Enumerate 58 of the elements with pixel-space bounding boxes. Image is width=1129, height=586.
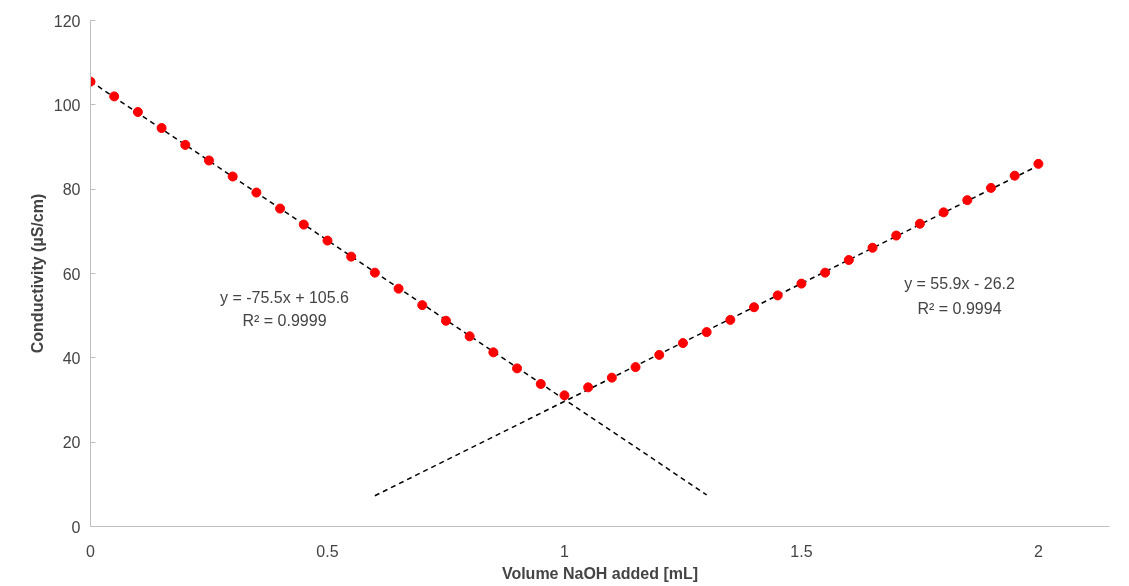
point — [796, 278, 807, 289]
point — [583, 382, 594, 393]
point — [109, 91, 120, 102]
y-tick-label: 100 — [53, 96, 81, 114]
x-tick-label: 1.5 — [790, 542, 813, 560]
point — [393, 283, 404, 294]
point — [275, 203, 286, 214]
point — [559, 390, 570, 401]
annotation: R² = 0.9999 — [242, 312, 327, 329]
point — [440, 315, 451, 326]
point — [1033, 158, 1044, 169]
point — [227, 171, 238, 182]
point — [820, 267, 831, 278]
y-tick-label: 120 — [53, 12, 81, 30]
point — [606, 372, 617, 383]
annotation: R² = 0.9994 — [917, 300, 1002, 317]
point — [203, 155, 214, 166]
x-tick-label: 0.5 — [316, 542, 339, 560]
point — [535, 378, 546, 389]
x-tick-label: 2 — [1033, 542, 1043, 560]
y-axis-title: Conductivity (µS/cm) — [28, 193, 46, 354]
point — [1009, 170, 1020, 181]
point — [322, 235, 333, 246]
point — [369, 267, 380, 278]
point — [156, 123, 167, 134]
x-tick-label: 0 — [86, 542, 96, 560]
point — [749, 302, 760, 313]
x-axis-title: Volume NaOH added [mL] — [501, 564, 699, 582]
point — [962, 195, 973, 206]
annotation: y = -75.5x + 105.6 — [220, 289, 350, 306]
point — [938, 207, 949, 218]
point — [654, 349, 665, 360]
point — [677, 338, 688, 349]
point — [725, 314, 736, 325]
point — [488, 347, 499, 358]
y-tick-label: 0 — [71, 518, 81, 536]
point — [464, 331, 475, 342]
point — [843, 255, 854, 265]
annotation: y = 55.9x - 26.2 — [904, 275, 1015, 292]
point — [630, 362, 641, 373]
y-tick-label: 80 — [62, 181, 81, 199]
point — [180, 139, 191, 150]
point — [891, 230, 902, 241]
point — [867, 242, 878, 253]
y-tick-label: 60 — [62, 265, 81, 283]
point — [298, 219, 309, 230]
point — [417, 300, 428, 311]
x-tick-label: 1 — [560, 542, 569, 560]
y-tick-label: 40 — [62, 349, 81, 367]
point — [512, 363, 523, 374]
point — [346, 251, 357, 262]
point — [251, 187, 262, 198]
point — [701, 327, 712, 338]
point — [772, 290, 783, 301]
point — [986, 182, 997, 193]
y-tick-label: 20 — [62, 434, 81, 452]
point — [914, 218, 925, 229]
point — [132, 107, 143, 117]
